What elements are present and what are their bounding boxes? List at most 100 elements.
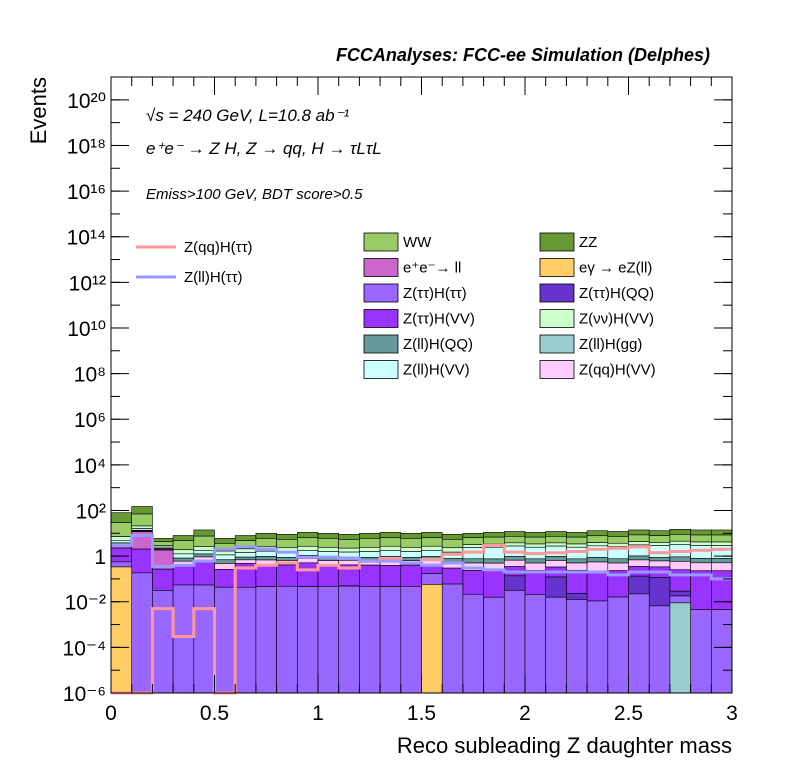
y-tick-label: 10⁻⁴ xyxy=(63,637,106,660)
bar-zz-0 xyxy=(110,512,133,523)
stack-layer xyxy=(110,506,733,694)
bar-z-ll-h-gg-27 xyxy=(669,602,691,694)
bar-z-h-5 xyxy=(214,586,236,694)
bar-z-h-vv-29 xyxy=(710,570,733,610)
bar-z-h-vv-16 xyxy=(441,567,464,585)
x-tick-label: 2 xyxy=(519,702,531,725)
bar-z-qq-h-vv-21 xyxy=(545,560,567,568)
bar-z-h-qq-27 xyxy=(669,590,691,597)
bar-z-h-vv-22 xyxy=(566,543,588,548)
y-tick-label: 10¹⁸ xyxy=(67,135,106,158)
bar-z-qq-h-vv-19 xyxy=(503,559,526,567)
bar-z-h-14 xyxy=(400,586,422,694)
bar-z-h-vv-28 xyxy=(690,541,712,546)
bar-z-h-1 xyxy=(131,572,153,694)
bar-e-ez-ll-0 xyxy=(110,566,133,694)
bar-z-h-vv-25 xyxy=(628,541,650,546)
bar-zz-15 xyxy=(421,532,443,539)
bar-z-h-vv-9 xyxy=(296,545,319,551)
x-tick-label: 0.5 xyxy=(200,702,229,725)
bar-z-ll-h-vv-22 xyxy=(566,546,588,560)
bar-z-ll-h-vv-4 xyxy=(193,550,215,555)
bar-ww-20 xyxy=(524,536,547,545)
legend-entry-z-h-qq: Z(ττ)H(QQ) xyxy=(579,285,654,302)
x-tick-label: 0 xyxy=(105,702,117,725)
bar-z-ll-h-qq-29 xyxy=(710,558,733,564)
bar-z-ll-h-vv-15 xyxy=(421,550,443,557)
bar-ww-27 xyxy=(669,534,691,542)
y-tick-label: 10¹⁶ xyxy=(67,181,106,204)
bar-z-h-vv-13 xyxy=(379,565,402,587)
bar-z-h-vv-11 xyxy=(338,547,360,553)
bar-z-qq-h-vv-25 xyxy=(628,559,650,567)
bar-zz-12 xyxy=(359,532,381,539)
annotations: √s = 240 GeV, L=10.8 ab⁻¹ e⁺e⁻ → Z H, Z … xyxy=(146,106,382,203)
bar-z-h-29 xyxy=(710,609,733,694)
chart-title: FCCAnalyses: FCC-ee Simulation (Delphes) xyxy=(336,45,710,65)
bar-z-h-vv-20 xyxy=(524,570,547,595)
bar-zz-5 xyxy=(214,538,236,544)
y-tick-label: 10⁻⁶ xyxy=(63,683,106,706)
y-tick-label: 10¹² xyxy=(69,272,106,295)
y-tick-label: 10⁻² xyxy=(65,592,106,615)
bar-z-h-vv-5 xyxy=(214,569,236,588)
bar-z-h-vv-4 xyxy=(193,560,215,586)
bar-z-h-vv-4 xyxy=(193,546,215,551)
bar-ww-14 xyxy=(400,538,422,548)
bar-zz-28 xyxy=(690,529,712,536)
bar-z-ll-h-qq-25 xyxy=(628,555,650,561)
bar-ww-0 xyxy=(110,522,133,537)
y-tick-label: 10¹⁰ xyxy=(67,318,106,341)
bar-z-h-vv-8 xyxy=(276,564,298,587)
bar-z-h-vv-7 xyxy=(255,565,277,587)
bar-z-h-9 xyxy=(296,586,319,694)
bar-z-h-vv-17 xyxy=(462,570,484,595)
bar-zz-14 xyxy=(400,532,422,539)
bar-z-h-0 xyxy=(110,561,133,568)
bar-z-ll-h-qq-27 xyxy=(669,556,691,562)
bar-z-h-vv-29 xyxy=(710,541,733,546)
bar-z-qq-h-vv-23 xyxy=(586,561,609,572)
annotation-cuts: Emiss>100 GeV, BDT score>0.5 xyxy=(146,186,363,203)
bar-z-qq-h-vv-20 xyxy=(524,562,547,571)
legend-entry-z-ll-h-vv: Z(ll)H(VV) xyxy=(403,362,470,379)
bar-zz-25 xyxy=(628,529,650,536)
bar-ww-18 xyxy=(483,536,505,545)
bar-ww-21 xyxy=(545,536,567,544)
bar-z-ll-h-qq-23 xyxy=(586,557,609,563)
legend-stack: WW ZZ e⁺e⁻→ ll eγ → eZ(ll) Z(ττ)H(ττ) Z(ττ)H(… xyxy=(363,232,656,379)
y-tick-label: 1 xyxy=(94,546,106,569)
bar-z-h-20 xyxy=(524,594,547,694)
legend-entry-ww: WW xyxy=(403,234,432,251)
bar-z-h-vv-16 xyxy=(441,547,464,553)
bar-z-qq-h-vv-26 xyxy=(648,560,671,568)
legend-entry-z-ll-h: Z(ll)H(ττ) xyxy=(184,269,243,286)
bar-z-h-vv-3 xyxy=(172,565,195,586)
bar-z-ll-h-qq-22 xyxy=(566,558,588,564)
bar-z-h-vv-10 xyxy=(317,564,340,587)
bar-zz-26 xyxy=(648,530,671,536)
plot-area: 0 0.5 1 1.5 2 2.5 3 10⁻⁶ 10⁻⁴ 10⁻² 1 10² 10⁴ 10⁶ 10⁸ 10… xyxy=(63,76,738,725)
bar-z-h-13 xyxy=(379,586,402,694)
bar-z-ll-h-qq-7 xyxy=(255,556,277,561)
bar-z-qq-h-vv-28 xyxy=(690,562,712,572)
legend-entry-e-ez-ll: eγ → eZ(ll) xyxy=(579,260,652,277)
bar-z-ll-h-vv-12 xyxy=(359,551,381,558)
bar-zz-17 xyxy=(462,532,484,539)
x-axis-label: Reco subleading Z daughter mass xyxy=(397,733,732,758)
bar-z-h-7 xyxy=(255,586,277,694)
bar-zz-21 xyxy=(545,531,567,537)
bar-z-ll-h-vv-18 xyxy=(483,546,505,560)
bar-z-h-vv-24 xyxy=(607,542,629,548)
bar-z-h-10 xyxy=(317,586,340,694)
bar-z-h-17 xyxy=(462,593,484,694)
bar-zz-11 xyxy=(338,534,360,540)
bar-z-ll-h-qq-28 xyxy=(690,558,712,564)
legend-entry-z-h-vv: Z(νν)H(VV) xyxy=(579,311,654,328)
legend-swatch-z-h-qq xyxy=(539,283,575,303)
bar-z-h-vv-17 xyxy=(462,544,484,548)
bar-z-ll-h-qq-19 xyxy=(503,556,526,561)
bar-z-h-27 xyxy=(669,595,691,604)
bar-z-h-8 xyxy=(276,585,298,694)
bar-z-ll-h-vv-28 xyxy=(690,545,712,559)
